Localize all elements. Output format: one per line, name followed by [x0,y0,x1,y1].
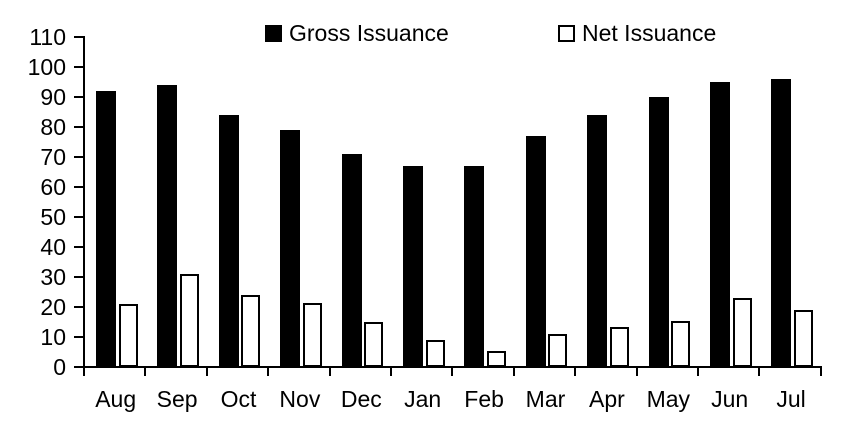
x-axis-label-apr: Apr [588,386,625,412]
bar-net-nov [302,302,322,367]
y-axis-label: 100 [27,54,66,80]
y-axis-label: 70 [40,144,66,170]
bar-gross-jan [403,166,423,367]
y-axis-label: 0 [53,354,66,380]
y-tick [74,36,83,38]
x-tick [574,367,577,376]
gross-issuance-swatch-icon [265,24,282,42]
bar-net-apr [609,326,629,367]
bar-net-feb [486,350,506,367]
y-axis-label: 60 [40,174,66,200]
y-tick [74,246,83,248]
bar-gross-sep [157,85,178,367]
y-tick [74,96,83,98]
y-axis-label: 90 [40,84,66,110]
x-axis-label-sep: Sep [156,386,198,412]
bar-gross-oct [218,115,239,367]
bar-gross-jun [710,82,730,367]
x-tick [267,367,270,376]
x-axis-label-aug: Aug [95,386,137,412]
x-tick [205,367,208,376]
x-tick [758,367,761,376]
y-axis-label: 110 [29,24,66,50]
y-axis-label: 40 [40,234,66,260]
bar-net-may [671,320,691,367]
bar-net-jul [793,310,813,367]
bar-net-dec [364,322,384,367]
y-tick [74,186,83,188]
bar-net-sep [179,274,199,367]
x-axis-label-feb: Feb [464,386,504,412]
x-tick [83,367,85,376]
x-axis-label-nov: Nov [279,386,321,412]
bar-net-aug [118,304,138,367]
x-axis-label-may: May [646,386,691,412]
x-axis-label-oct: Oct [220,386,257,412]
y-tick [74,66,83,68]
legend-item-gross-issuance: Gross Issuance [265,19,449,47]
y-tick [74,306,83,308]
y-tick [74,366,83,368]
legend-item-net-issuance: Net Issuance [558,19,716,47]
x-axis-label-jul: Jul [776,386,806,412]
y-axis-label: 50 [40,204,66,230]
x-axis-label-mar: Mar [525,386,566,412]
x-tick [328,367,331,376]
y-axis-label: 20 [40,294,66,320]
x-axis-label-jun: Jun [711,386,749,412]
x-tick [512,367,515,376]
bar-gross-jul [771,79,792,367]
bar-gross-mar [525,136,546,367]
legend-label-gross-issuance: Gross Issuance [289,20,449,46]
x-tick [451,367,454,376]
legend-label-net-issuance: Net Issuance [582,20,717,46]
bar-gross-aug [96,91,116,367]
bar-net-jan [425,340,445,367]
x-axis-label-jan: Jan [404,386,442,412]
x-axis-label-dec: Dec [340,386,382,412]
bar-gross-nov [280,130,301,367]
y-axis-label: 80 [40,114,66,140]
y-tick [74,156,83,158]
bar-gross-dec [341,154,362,367]
y-axis-label: 30 [40,264,66,290]
bar-net-jun [732,298,752,367]
y-tick [74,126,83,128]
x-tick [144,367,147,376]
x-tick [390,367,392,376]
bar-gross-feb [464,166,485,367]
y-axis-label: 10 [40,324,66,350]
x-tick [635,367,638,376]
net-issuance-swatch-icon [558,24,575,42]
bar-gross-may [648,97,669,367]
y-tick [74,216,83,218]
y-tick [74,336,83,338]
bar-net-oct [241,295,261,367]
y-tick [74,276,83,278]
x-tick [819,367,822,376]
x-tick [697,367,699,376]
y-axis-line [83,36,85,368]
bar-net-mar [548,334,568,367]
bar-gross-apr [587,115,608,367]
